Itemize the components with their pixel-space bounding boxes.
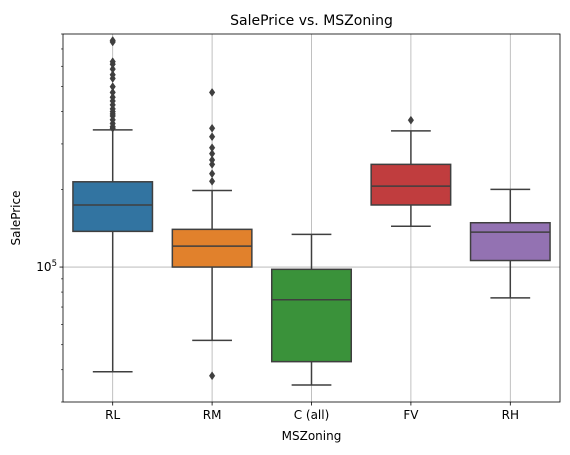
x-tick-label: C (all): [294, 408, 330, 422]
iqr-box: [72, 181, 154, 233]
x-axis-label: MSZoning: [282, 429, 342, 443]
box-fv: [370, 115, 452, 227]
x-tick-label: FV: [403, 408, 419, 422]
x-tick-label: RL: [105, 408, 120, 422]
box-c-all: [270, 233, 353, 386]
box-rm: [171, 87, 253, 381]
outlier-point: [208, 155, 216, 165]
outlier-point: [208, 176, 216, 186]
outlier-point: [208, 169, 216, 179]
outlier-point: [109, 87, 116, 97]
outlier-point: [208, 149, 216, 159]
outlier-point: [208, 132, 216, 142]
ticks-layer: 105 RL RM C (all) FV RH: [36, 33, 519, 422]
outlier-point: [208, 87, 216, 97]
chart-title: SalePrice vs. MSZoning: [230, 13, 393, 29]
boxes-layer: [72, 36, 551, 386]
iqr-box: [370, 163, 452, 206]
outlier-point: [208, 143, 216, 153]
outlier-point: [208, 371, 216, 381]
iqr-box: [270, 268, 353, 363]
y-axis-label: SalePrice: [9, 191, 23, 246]
y-tick-exponent: 5: [52, 259, 57, 269]
outlier-point: [407, 115, 415, 125]
outlier-point: [208, 123, 216, 133]
outlier-point: [109, 57, 116, 67]
box-rh: [469, 188, 551, 299]
y-tick-label: 105: [36, 259, 57, 274]
box-rl: [72, 36, 154, 373]
outlier-point: [109, 92, 116, 102]
iqr-box: [469, 221, 551, 262]
outlier-point: [109, 82, 116, 92]
outlier-point: [109, 70, 116, 80]
iqr-box: [171, 228, 253, 268]
x-tick-label: RH: [502, 408, 519, 422]
x-tick-label: RM: [203, 408, 222, 422]
outlier-point: [109, 36, 116, 45]
outlier-point: [109, 64, 116, 74]
